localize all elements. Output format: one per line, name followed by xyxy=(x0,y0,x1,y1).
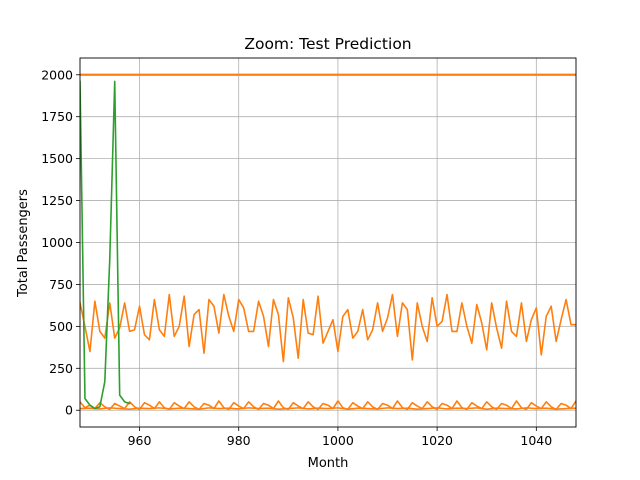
series-lines xyxy=(80,73,576,411)
x-tick-label: 980 xyxy=(227,433,251,448)
x-axis-label: Month xyxy=(308,456,349,471)
y-tick-label: 1250 xyxy=(41,193,73,208)
y-tick-label: 1750 xyxy=(41,109,73,124)
x-tick-label: 1040 xyxy=(520,433,552,448)
axis-ticks: 960 980 1000 1020 1040 0 250 500 750 1000 1250 1500… xyxy=(41,67,552,448)
series-line-5 xyxy=(80,80,131,410)
y-tick-label: 1500 xyxy=(41,151,73,166)
y-tick-label: 750 xyxy=(49,277,73,292)
y-tick-label: 1000 xyxy=(41,235,73,250)
x-tick-label: 1000 xyxy=(322,433,354,448)
y-tick-label: 500 xyxy=(49,319,73,334)
grid-lines xyxy=(80,58,576,427)
y-axis-label: Total Passengers xyxy=(16,189,31,298)
chart-title: Zoom: Test Prediction xyxy=(244,35,411,53)
series-line-3 xyxy=(80,399,576,411)
series-line-4 xyxy=(80,407,576,411)
y-tick-label: 250 xyxy=(49,361,73,376)
x-tick-label: 1020 xyxy=(421,433,453,448)
x-tick-label: 960 xyxy=(128,433,152,448)
y-tick-label: 2000 xyxy=(41,67,73,82)
series-line-2 xyxy=(80,293,576,363)
y-tick-label: 0 xyxy=(65,403,73,418)
